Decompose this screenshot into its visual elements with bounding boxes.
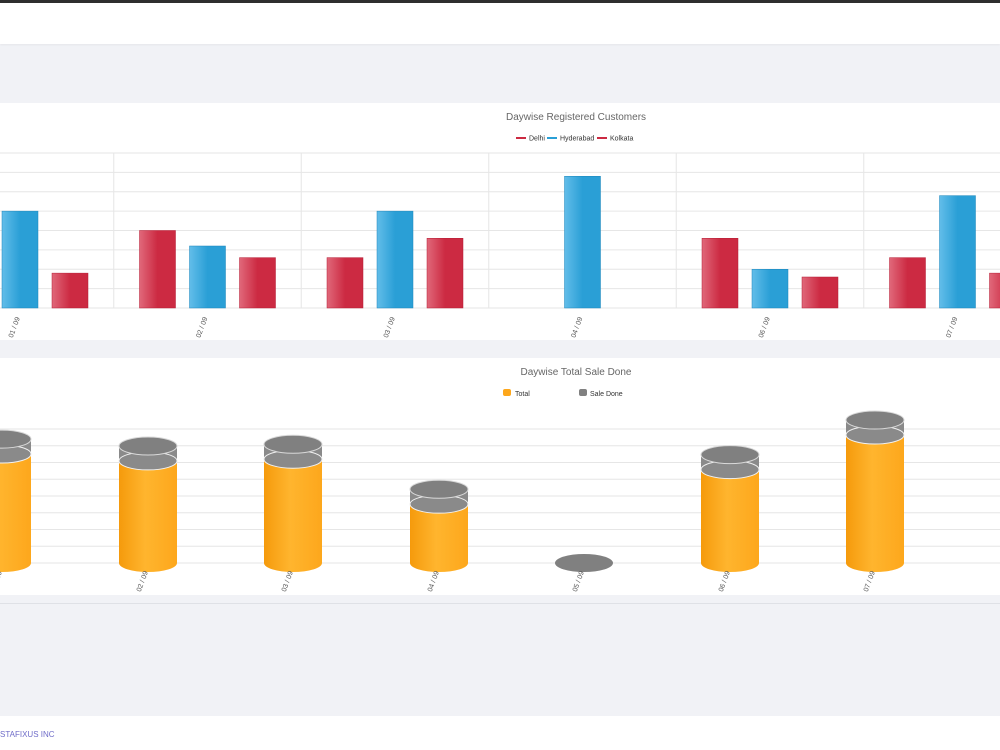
cylinder-total — [264, 459, 322, 572]
chart-title: Daywise Registered Customers — [506, 112, 646, 123]
top-bar — [0, 0, 1000, 3]
cylinder-group — [555, 554, 613, 572]
cylinder-top — [0, 429, 32, 449]
legend-label-sale-done: Sale Done — [590, 391, 623, 398]
x-tick-label: 01 / 09 — [8, 316, 22, 339]
bar-kolkata — [239, 257, 276, 309]
legend-label-kolkata: Kolkata — [610, 136, 633, 143]
bar-hyderabad — [189, 245, 226, 309]
total-sale-panel: Daywise Total Sale Done Total Sale Done 01 … — [0, 358, 1000, 595]
registered-customers-panel: Daywise Registered Customers Delhi Hyderab… — [0, 103, 1000, 340]
bar-kolkata — [51, 272, 89, 309]
x-tick-label: 01 / 09 — [0, 570, 4, 593]
cylinder-group — [700, 445, 760, 572]
bar-delhi — [889, 257, 926, 309]
bar-hyderabad — [751, 269, 789, 309]
x-tick-label: 02 / 09 — [195, 316, 209, 339]
bar-hyderabad — [376, 210, 414, 309]
cylinder-total — [0, 454, 31, 572]
x-tick-label: 02 / 09 — [136, 570, 150, 593]
cylinder-total — [701, 469, 759, 572]
x-tick-label: 04 / 09 — [427, 570, 441, 593]
x-tick-label: 03 / 09 — [281, 570, 295, 593]
cylinder-top — [845, 410, 905, 430]
x-tick-label: 04 / 09 — [570, 316, 584, 339]
cylinder-group — [263, 434, 323, 572]
cylinder-top — [700, 445, 760, 465]
bar-hyderabad — [564, 176, 601, 309]
bar-kolkata — [801, 276, 839, 309]
legend-label-delhi: Delhi — [529, 136, 545, 143]
x-tick-label: 07 / 09 — [863, 570, 877, 593]
bar-kolkata — [989, 272, 1000, 309]
x-tick-label: 06 / 09 — [758, 316, 772, 339]
bar-kolkata — [426, 238, 464, 309]
x-tick-label: 07 / 09 — [945, 316, 959, 339]
bar-hyderabad — [1, 210, 39, 309]
bar-delhi — [701, 238, 739, 309]
cylinder-top — [263, 434, 323, 454]
cylinder-empty — [555, 554, 613, 572]
bar-hyderabad — [939, 195, 976, 309]
section-divider — [0, 603, 1000, 604]
cylinder-top — [118, 436, 178, 456]
cylinder-total — [119, 460, 177, 572]
cylinder-group — [0, 429, 32, 572]
cylinder-top — [409, 479, 469, 499]
bar-delhi — [139, 230, 176, 309]
cylinder-group — [118, 436, 178, 572]
x-tick-label: 06 / 09 — [718, 570, 732, 593]
legend-label-total: Total — [515, 391, 530, 398]
bar-delhi — [326, 257, 364, 309]
registered-customers-chart: Daywise Registered Customers Delhi Hyderab… — [0, 112, 1000, 339]
cylinder-group — [409, 479, 469, 572]
legend-label-hyderabad: Hyderabad — [560, 136, 594, 143]
legend-swatch-sale-done — [579, 389, 587, 396]
x-tick-label: 05 / 09 — [572, 570, 586, 593]
footer: STAFIXUS INC — [0, 716, 1000, 750]
chart-title: Daywise Total Sale Done — [521, 367, 632, 378]
header-bar — [0, 3, 1000, 44]
legend-swatch-total — [503, 389, 511, 396]
x-tick-label: 03 / 09 — [383, 316, 397, 339]
cylinder-total — [846, 434, 904, 572]
total-sale-chart: Daywise Total Sale Done Total Sale Done 01 … — [0, 367, 1000, 593]
footer-company: STAFIXUS INC — [0, 730, 55, 739]
cylinder-group — [845, 410, 905, 572]
cylinder-total — [410, 504, 468, 572]
